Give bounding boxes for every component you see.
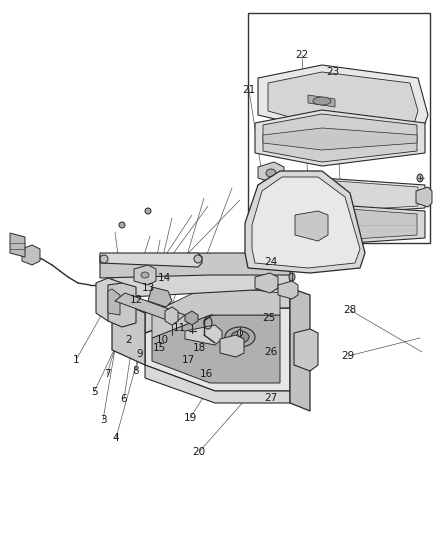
Text: 21: 21 xyxy=(242,85,256,95)
Polygon shape xyxy=(100,253,202,267)
Polygon shape xyxy=(134,265,156,285)
Ellipse shape xyxy=(417,174,423,182)
Text: 13: 13 xyxy=(141,283,155,293)
Text: 14: 14 xyxy=(157,273,171,283)
Text: 2: 2 xyxy=(126,335,132,345)
Polygon shape xyxy=(258,65,428,143)
Polygon shape xyxy=(416,187,432,207)
Text: 7: 7 xyxy=(104,369,110,379)
Polygon shape xyxy=(145,288,290,333)
Polygon shape xyxy=(115,293,185,323)
Ellipse shape xyxy=(266,169,276,177)
Text: 27: 27 xyxy=(265,393,278,403)
Polygon shape xyxy=(112,298,145,365)
Ellipse shape xyxy=(231,331,249,343)
Polygon shape xyxy=(22,245,40,265)
Text: 16: 16 xyxy=(199,369,212,379)
Polygon shape xyxy=(108,289,120,315)
Text: 4: 4 xyxy=(113,433,119,443)
Text: 5: 5 xyxy=(91,387,97,397)
Ellipse shape xyxy=(237,329,243,336)
Polygon shape xyxy=(165,307,178,325)
Polygon shape xyxy=(265,207,417,241)
Ellipse shape xyxy=(100,255,108,263)
Text: 1: 1 xyxy=(73,355,79,365)
Text: 17: 17 xyxy=(181,355,194,365)
Polygon shape xyxy=(252,177,360,268)
Polygon shape xyxy=(294,329,318,371)
Polygon shape xyxy=(295,211,328,241)
Polygon shape xyxy=(185,311,198,325)
Text: 18: 18 xyxy=(192,343,205,353)
Text: 12: 12 xyxy=(129,295,143,305)
Polygon shape xyxy=(258,162,284,183)
Polygon shape xyxy=(290,288,310,411)
Polygon shape xyxy=(268,72,418,137)
Polygon shape xyxy=(308,95,335,107)
Ellipse shape xyxy=(119,222,125,228)
Polygon shape xyxy=(255,110,425,166)
Polygon shape xyxy=(148,287,172,307)
Polygon shape xyxy=(255,273,278,293)
Text: 19: 19 xyxy=(184,413,197,423)
Text: 8: 8 xyxy=(133,366,139,376)
Polygon shape xyxy=(145,308,290,391)
Polygon shape xyxy=(263,128,417,150)
Text: 23: 23 xyxy=(326,67,339,77)
Text: 10: 10 xyxy=(155,335,169,345)
Text: 3: 3 xyxy=(100,415,106,425)
Ellipse shape xyxy=(194,255,202,263)
Text: 15: 15 xyxy=(152,343,166,353)
Text: 20: 20 xyxy=(192,447,205,457)
Ellipse shape xyxy=(289,273,295,281)
Polygon shape xyxy=(263,114,417,162)
Polygon shape xyxy=(278,281,298,299)
Polygon shape xyxy=(152,315,280,383)
Polygon shape xyxy=(108,283,136,327)
Ellipse shape xyxy=(141,272,149,278)
Polygon shape xyxy=(295,117,348,131)
Ellipse shape xyxy=(145,208,151,214)
Polygon shape xyxy=(245,171,365,273)
Polygon shape xyxy=(152,285,280,338)
Ellipse shape xyxy=(313,97,331,105)
Text: 22: 22 xyxy=(295,50,309,60)
Text: 11: 11 xyxy=(173,323,186,333)
Polygon shape xyxy=(112,253,290,298)
Polygon shape xyxy=(96,278,122,321)
Text: 6: 6 xyxy=(121,394,127,404)
Polygon shape xyxy=(265,180,418,212)
Polygon shape xyxy=(10,233,25,257)
Polygon shape xyxy=(185,325,222,345)
Polygon shape xyxy=(100,253,290,278)
Polygon shape xyxy=(297,256,328,265)
Bar xyxy=(248,13,430,243)
Text: 9: 9 xyxy=(137,349,143,359)
Text: 26: 26 xyxy=(265,347,278,357)
Ellipse shape xyxy=(225,327,255,347)
Polygon shape xyxy=(220,335,244,357)
Text: 28: 28 xyxy=(343,305,357,315)
Polygon shape xyxy=(258,204,425,245)
Text: 29: 29 xyxy=(341,351,355,361)
Text: 24: 24 xyxy=(265,257,278,267)
Polygon shape xyxy=(258,178,425,215)
Text: 25: 25 xyxy=(262,313,276,323)
Polygon shape xyxy=(145,365,290,403)
